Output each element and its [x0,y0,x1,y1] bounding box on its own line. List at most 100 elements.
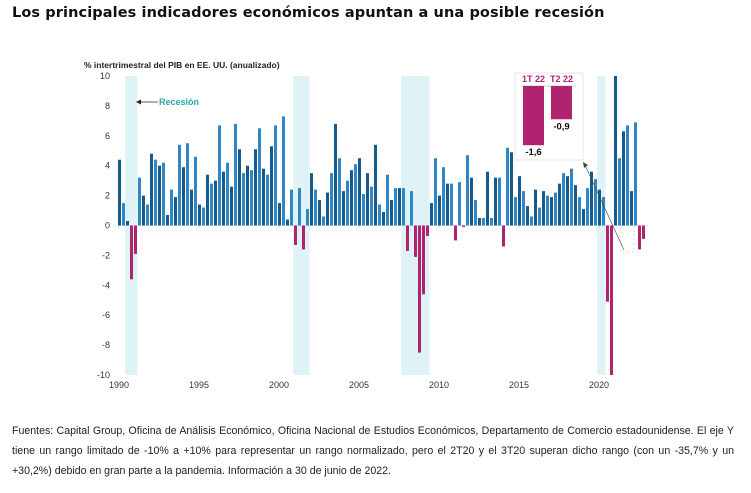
chart-subtitle: % intertrimestral del PIB en EE. UU. (an… [84,60,280,70]
inset-chart: 1T 22 -1,6 T2 22 -0,9 [514,72,635,253]
data-bar [386,174,389,226]
data-bar [542,191,545,226]
data-bar [614,76,617,226]
inset-value-label: -0,9 [553,121,569,132]
data-bar [634,122,637,226]
data-bar [626,125,629,226]
y-tick-label: 6 [105,131,110,141]
data-bar [294,225,297,245]
inset-pointer-arrow-icon [583,162,588,168]
data-bar [590,171,593,226]
y-tick-label: -2 [102,250,110,260]
data-bar [198,204,201,226]
data-bar [570,168,573,226]
data-bar [410,191,413,226]
data-bar [474,200,477,226]
data-bar [282,116,285,226]
y-tick-label: -4 [102,280,110,290]
data-bar [342,191,345,226]
y-axis: 10 8 6 4 2 0 -2 -4 -6 -8 -10 [97,71,110,380]
data-bar [358,158,361,226]
y-tick-label: 4 [105,161,110,171]
data-bar [390,200,393,226]
data-bar [438,195,441,226]
data-bar [494,177,497,226]
data-bar [126,221,129,226]
recession-label: Recesión [159,97,199,107]
data-bar [262,168,265,226]
inset-value-label: -1,6 [525,147,541,158]
data-bar [526,206,529,226]
data-bar [334,123,337,226]
y-tick-label: 10 [100,71,110,81]
data-bar [286,219,289,226]
data-bar [382,212,385,226]
data-bar [242,173,245,226]
data-bar [374,144,377,226]
data-bar [346,180,349,226]
data-bar [254,149,257,226]
data-bar [506,147,509,226]
data-bar [442,167,445,226]
data-bar [290,189,293,226]
data-bar [366,173,369,226]
x-tick-label: 2010 [429,380,449,390]
data-bar [202,207,205,226]
y-tick-label: 0 [105,221,110,231]
data-bar [330,173,333,226]
y-tick-label: -10 [97,370,110,380]
data-bar [354,164,357,226]
data-bar [450,183,453,226]
data-bar [446,183,449,226]
x-tick-label: 2000 [269,380,289,390]
data-bar [206,174,209,226]
data-bar [550,197,553,226]
data-bar [274,125,277,226]
data-bar [178,144,181,226]
data-bar [182,167,185,226]
data-bar [250,170,253,226]
data-bar [194,156,197,226]
x-tick-label: 1990 [109,380,129,390]
data-bar [486,171,489,226]
inset-bar [523,86,544,146]
data-bar [338,158,341,226]
data-bar [350,170,353,226]
data-bar [546,195,549,226]
data-bar [174,197,177,226]
data-bar [502,225,505,247]
recession-annotation: Recesión [136,97,199,107]
data-bar [582,209,585,226]
gdp-chart: 10 8 6 4 2 0 -2 -4 -6 -8 -10 1990 1995 2000 2005 2010 2… [97,71,648,390]
data-bar [630,191,633,226]
data-bar [454,225,457,241]
data-bar [226,162,229,226]
data-bar [538,207,541,226]
data-bar [230,186,233,226]
data-bar [138,177,141,226]
data-bar [306,209,309,226]
y-tick-label: -8 [102,340,110,350]
data-bar [130,225,133,280]
data-bar [514,197,517,226]
data-bar [310,173,313,226]
data-bar [362,194,365,226]
data-bar [422,225,425,295]
data-bar [258,128,261,226]
data-bar [150,153,153,226]
data-bar [122,203,125,226]
source-footnote: Fuentes: Capital Group, Oficina de Análi… [12,425,734,477]
data-bar [246,165,249,226]
data-bar [478,218,481,226]
data-bar [322,216,325,226]
data-bar [498,177,501,226]
x-tick-label: 2015 [509,380,529,390]
data-bar [482,218,485,226]
x-tick-label: 1995 [189,380,209,390]
data-bar [574,185,577,226]
data-bar [398,188,401,226]
data-bar [278,203,281,226]
data-bar [326,192,329,226]
data-bar [158,165,161,226]
data-bar [214,180,217,226]
